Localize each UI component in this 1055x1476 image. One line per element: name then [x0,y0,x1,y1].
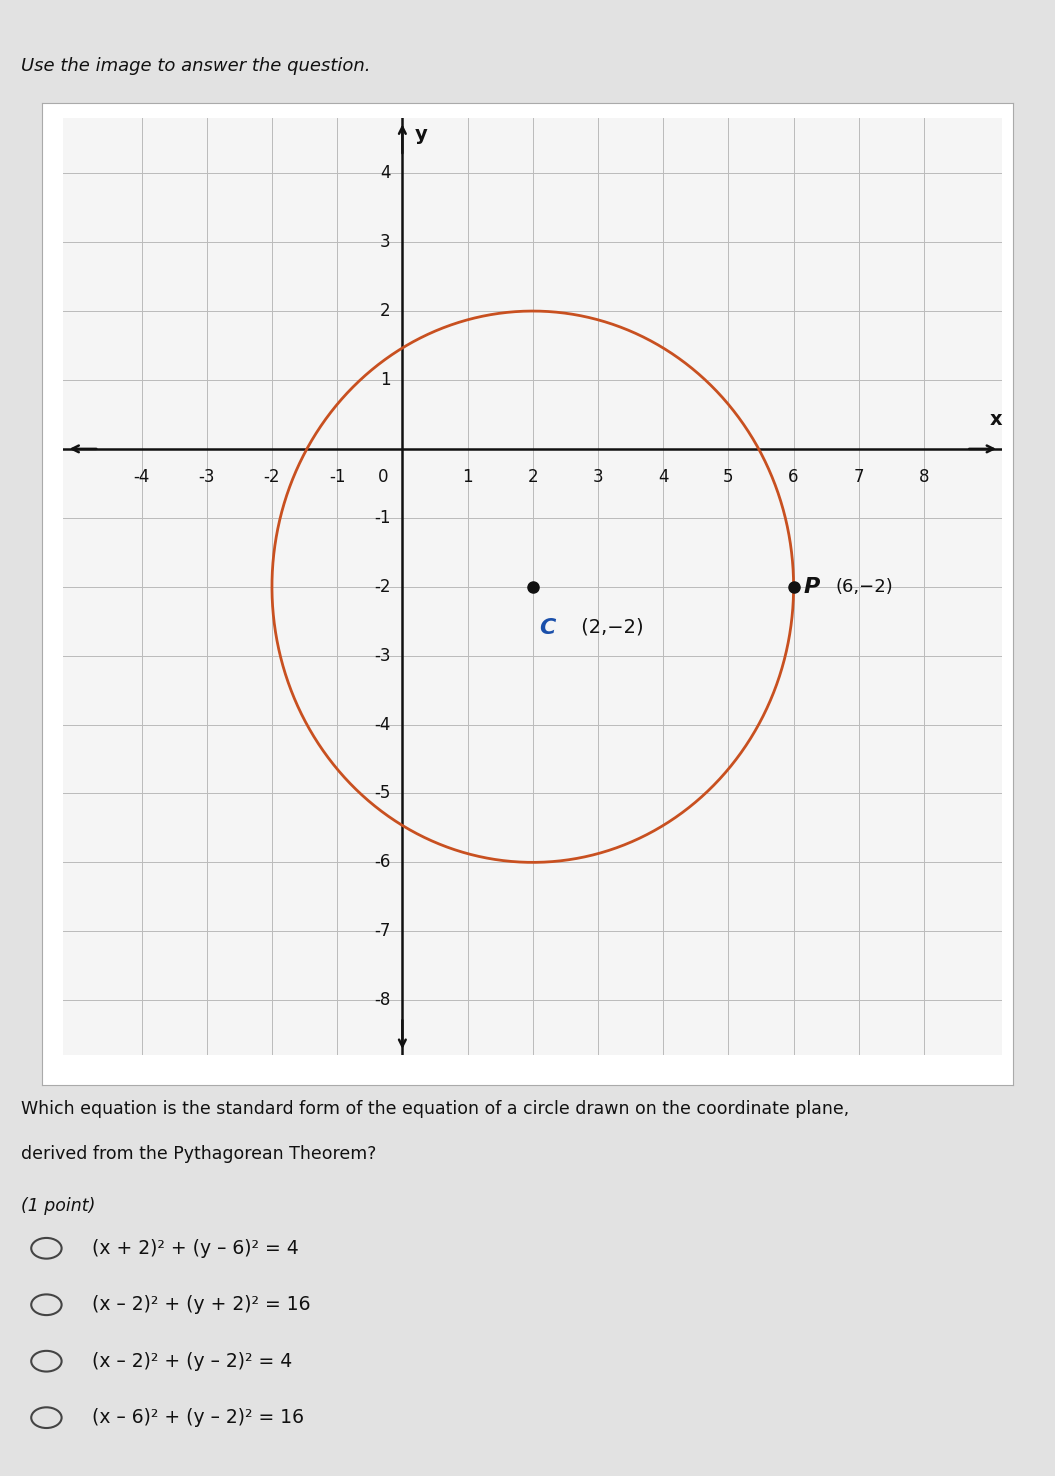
Text: 8: 8 [919,468,929,486]
Text: -7: -7 [375,922,390,940]
Text: x: x [990,410,1002,430]
Text: 5: 5 [723,468,733,486]
Text: C: C [539,618,556,638]
Text: (1 point): (1 point) [21,1197,95,1215]
Text: Which equation is the standard form of the equation of a circle drawn on the coo: Which equation is the standard form of t… [21,1100,849,1117]
Text: 4: 4 [380,164,390,182]
Text: 1: 1 [462,468,473,486]
Text: 0: 0 [378,468,388,486]
Text: -1: -1 [329,468,345,486]
Text: 7: 7 [853,468,864,486]
Text: (x – 2)² + (y – 2)² = 4: (x – 2)² + (y – 2)² = 4 [92,1352,292,1371]
Text: 2: 2 [528,468,538,486]
Text: -1: -1 [375,509,390,527]
Text: -8: -8 [375,992,390,1010]
Text: -3: -3 [375,646,390,664]
Text: 2: 2 [380,303,390,320]
Text: (x – 6)² + (y – 2)² = 16: (x – 6)² + (y – 2)² = 16 [92,1408,304,1427]
Text: derived from the Pythagorean Theorem?: derived from the Pythagorean Theorem? [21,1145,377,1163]
Text: 3: 3 [593,468,603,486]
Text: -5: -5 [375,784,390,803]
Text: y: y [415,125,427,145]
Text: 6: 6 [788,468,799,486]
Text: (x + 2)² + (y – 6)² = 4: (x + 2)² + (y – 6)² = 4 [92,1238,299,1258]
Text: -2: -2 [375,577,390,596]
Text: -2: -2 [264,468,281,486]
Text: (x – 2)² + (y + 2)² = 16: (x – 2)² + (y + 2)² = 16 [92,1296,310,1314]
Text: 1: 1 [380,370,390,390]
Text: (6,−2): (6,−2) [836,577,894,596]
Text: 3: 3 [380,233,390,251]
Text: -4: -4 [375,716,390,734]
Text: -6: -6 [375,853,390,871]
Text: -3: -3 [198,468,215,486]
Text: Use the image to answer the question.: Use the image to answer the question. [21,58,370,75]
Text: (2,−2): (2,−2) [575,618,644,636]
Text: P: P [803,577,820,596]
Text: 4: 4 [658,468,669,486]
Text: -4: -4 [133,468,150,486]
